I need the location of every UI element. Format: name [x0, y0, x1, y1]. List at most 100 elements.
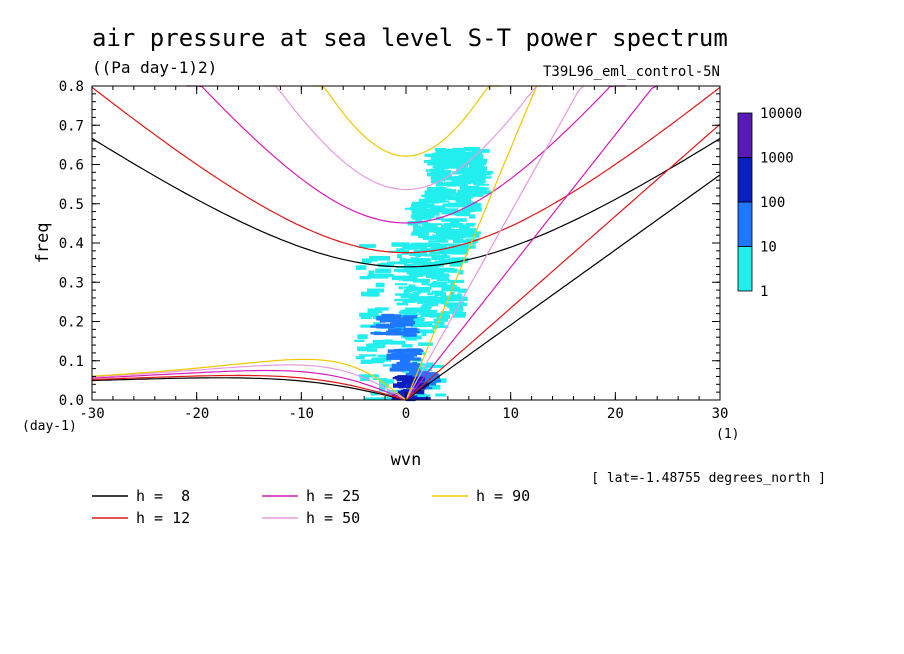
power-patches [354, 146, 494, 402]
power-mark [452, 250, 463, 253]
power-mark [364, 397, 381, 401]
power-mark [380, 318, 386, 323]
power-mark [453, 161, 473, 165]
power-mark [416, 389, 425, 395]
power-mark [386, 261, 404, 265]
power-mark [419, 352, 427, 355]
power-mark [355, 356, 365, 360]
power-mark [394, 298, 408, 302]
power-mark [396, 349, 405, 355]
power-mark [379, 379, 394, 384]
power-mark [424, 196, 434, 199]
power-mark [405, 357, 421, 361]
power-mark [387, 315, 398, 320]
power-mark [450, 223, 463, 228]
power-mark [438, 278, 449, 282]
power-mark [379, 383, 389, 388]
power-mark [394, 348, 410, 352]
colorbar-segment [737, 157, 753, 203]
power-mark [402, 315, 418, 319]
power-mark [355, 265, 367, 270]
power-mark [439, 259, 456, 262]
power-mark [412, 278, 430, 283]
power-mark [447, 305, 452, 308]
colorbar-label: 1000 [760, 151, 794, 167]
power-mark [415, 253, 421, 257]
power-mark [434, 208, 452, 211]
power-mark [441, 299, 447, 305]
power-mark [418, 268, 439, 273]
power-mark [470, 178, 484, 182]
colorbar-segment [737, 112, 753, 158]
power-mark [424, 364, 444, 368]
power-mark [432, 325, 437, 330]
power-mark [402, 359, 410, 363]
power-mark [362, 258, 372, 264]
power-mark [458, 270, 464, 275]
power-mark [357, 346, 372, 352]
power-mark [390, 322, 402, 328]
power-mark [460, 233, 480, 238]
y-tick-label: 0.0 [59, 393, 84, 409]
power-mark [429, 250, 436, 255]
power-mark [411, 203, 431, 207]
power-mark [413, 271, 433, 275]
power-mark [418, 234, 427, 239]
power-mark [438, 170, 451, 175]
x-tick-label: 30 [712, 406, 729, 422]
power-mark [368, 256, 378, 262]
y-tick-label: 0.4 [59, 236, 84, 252]
power-mark [469, 214, 476, 219]
power-mark [457, 293, 462, 298]
power-mark [384, 339, 393, 343]
power-mark [405, 363, 412, 369]
dispersion-curve [405, 85, 585, 401]
power-mark [403, 291, 409, 294]
power-mark [458, 178, 464, 183]
power-mark [412, 215, 432, 220]
power-mark [426, 288, 431, 293]
power-mark [468, 173, 484, 177]
power-mark [478, 163, 483, 168]
power-mark [426, 187, 447, 192]
power-mark [435, 237, 442, 240]
power-mark [416, 211, 432, 216]
power-mark [428, 240, 449, 243]
power-mark [457, 189, 473, 194]
power-mark [418, 296, 430, 300]
power-mark [430, 272, 439, 277]
power-mark [430, 156, 442, 161]
power-mark [437, 267, 455, 273]
power-mark [414, 297, 420, 301]
power-mark [395, 293, 413, 296]
dispersion-curve [405, 174, 721, 401]
power-mark [374, 333, 390, 336]
dispersion-curve [91, 369, 407, 401]
power-mark [400, 294, 419, 299]
power-mark [412, 225, 422, 229]
power-mark [386, 355, 406, 360]
power-mark [359, 276, 371, 280]
power-mark [456, 170, 477, 174]
power-mark [441, 212, 452, 215]
power-mark [400, 258, 407, 261]
power-mark [456, 168, 468, 171]
power-mark [455, 198, 472, 203]
dispersion-curve [91, 86, 721, 254]
power-mark [429, 273, 450, 278]
power-mark [413, 259, 428, 264]
power-mark [452, 313, 466, 318]
power-mark [451, 176, 464, 180]
x-tick-label: 0 [402, 406, 410, 422]
power-mark [434, 321, 445, 326]
run-label: T39L96_eml_control-5N [543, 64, 720, 80]
power-mark [441, 231, 448, 234]
y-tick-label: 0.5 [59, 197, 84, 213]
power-mark [400, 309, 412, 315]
power-mark [425, 275, 431, 278]
power-mark [432, 310, 437, 314]
power-mark [391, 363, 401, 369]
power-mark [400, 389, 408, 393]
power-mark [379, 318, 395, 323]
power-mark [413, 350, 418, 354]
